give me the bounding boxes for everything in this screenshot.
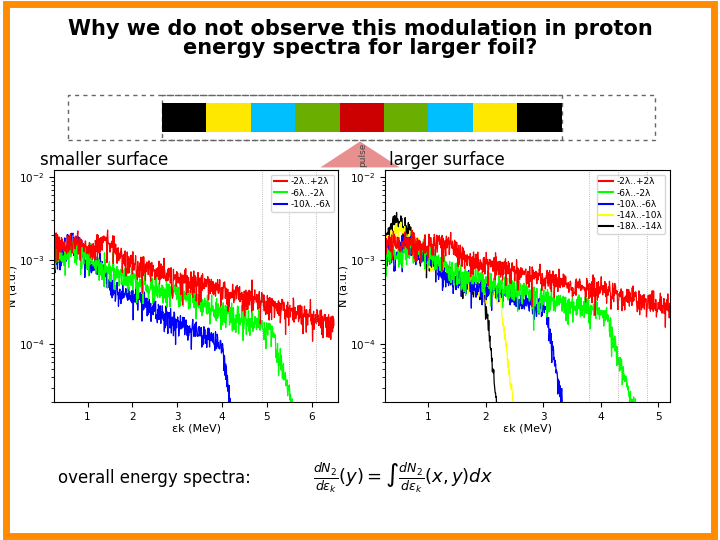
Text: pulse: pulse <box>358 143 366 167</box>
X-axis label: εk (MeV): εk (MeV) <box>171 423 221 434</box>
Polygon shape <box>320 141 400 167</box>
Legend: -2λ..+2λ, -6λ..-2λ, -10λ..-6λ: -2λ..+2λ, -6λ..-2λ, -10λ..-6λ <box>271 174 334 212</box>
Bar <box>207 103 251 132</box>
Text: energy spectra for larger foil?: energy spectra for larger foil? <box>183 38 537 58</box>
Bar <box>340 103 384 132</box>
Bar <box>162 103 207 132</box>
Bar <box>384 103 428 132</box>
Bar <box>251 103 295 132</box>
Y-axis label: N (a.u.): N (a.u.) <box>7 265 17 307</box>
Bar <box>473 103 517 132</box>
X-axis label: εk (MeV): εk (MeV) <box>503 423 552 434</box>
Text: smaller surface: smaller surface <box>40 151 168 169</box>
Bar <box>162 94 562 140</box>
Bar <box>68 94 655 140</box>
Bar <box>517 103 562 132</box>
Y-axis label: N (a.u.): N (a.u.) <box>338 265 348 307</box>
Text: Why we do not observe this modulation in proton: Why we do not observe this modulation in… <box>68 19 652 39</box>
Bar <box>295 103 340 132</box>
Legend: -2λ..+2λ, -6λ..-2λ, -10λ..-6λ, -14λ..-10λ, -18λ..-14λ: -2λ..+2λ, -6λ..-2λ, -10λ..-6λ, -14λ..-10… <box>597 174 665 234</box>
Bar <box>428 103 473 132</box>
Text: overall energy spectra:: overall energy spectra: <box>58 469 251 487</box>
Text: $\frac{dN_2}{d\varepsilon_k}(y) = \int \frac{dN_2}{d\varepsilon_k}(x,y)dx$: $\frac{dN_2}{d\varepsilon_k}(y) = \int \… <box>313 461 493 495</box>
Text: larger surface: larger surface <box>389 151 505 169</box>
